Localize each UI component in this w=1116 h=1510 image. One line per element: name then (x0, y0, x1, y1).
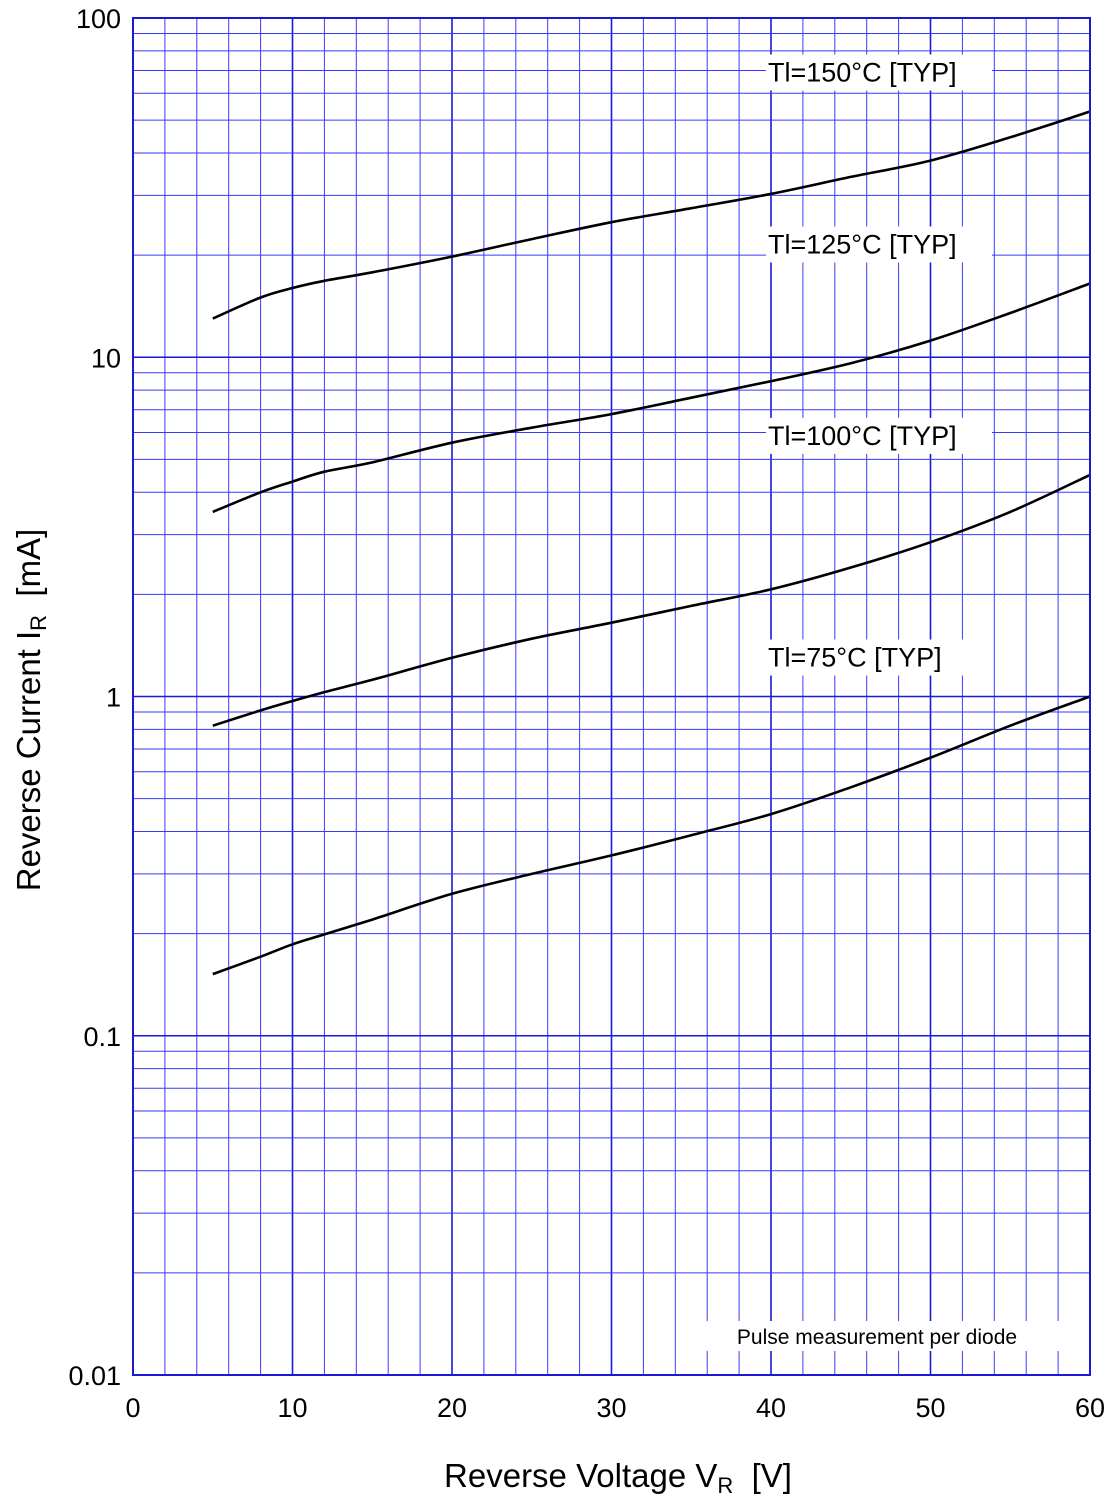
series-line (212, 473, 1091, 727)
series-line (212, 282, 1091, 514)
y-axis-title-unit: [mA] (10, 529, 47, 615)
y-axis-title: Reverse Current IR [mA] (10, 529, 51, 892)
y-axis-title-main: Reverse Current I (10, 631, 47, 891)
grid (132, 18, 1091, 1376)
x-axis-title-main: Reverse Voltage V (444, 1457, 717, 1494)
y-tick-label: 100 (76, 4, 121, 34)
series-label-background (766, 54, 992, 91)
y-tick-label: 1 (106, 683, 121, 713)
series-label: Tl=75°C [TYP] (768, 643, 942, 673)
annotation-background (686, 1321, 1068, 1351)
x-tick-label: 40 (756, 1393, 786, 1423)
x-tick-label: 10 (277, 1393, 307, 1423)
plot-frame (132, 17, 1091, 1376)
series-label: Tl=150°C [TYP] (768, 58, 957, 88)
series-label: Tl=100°C [TYP] (768, 421, 957, 451)
series-label-background (766, 226, 992, 263)
curve-labels: Tl=150°C [TYP] Tl=125°C [TYP] Tl=100°C [TY… (766, 54, 992, 676)
x-axis-title-unit: [V] (733, 1457, 792, 1494)
y-tick-label: 10 (91, 343, 121, 373)
x-axis-title: Reverse Voltage VR [V] (444, 1457, 792, 1498)
x-tick-label: 30 (596, 1393, 626, 1423)
x-tick-label: 0 (125, 1393, 140, 1423)
x-tick-label: 60 (1075, 1393, 1105, 1423)
series-label-background (766, 639, 992, 676)
series-label-background (766, 417, 992, 454)
y-axis-title-subscript: R (26, 615, 51, 631)
x-axis-title-subscript: R (717, 1473, 733, 1498)
x-tick-label: 50 (915, 1393, 945, 1423)
y-tick-label: 0.1 (83, 1022, 121, 1052)
x-tick-label: 20 (437, 1393, 467, 1423)
series-line (212, 110, 1091, 320)
annotation: Pulse measurement per diode (737, 1326, 1017, 1349)
series-line (212, 695, 1091, 976)
y-tick-label: 0.01 (68, 1361, 121, 1391)
x-tick-labels: 0 10 20 30 40 50 60 (125, 1393, 1105, 1423)
curves (212, 110, 1091, 976)
y-tick-labels: 0.01 0.1 1 10 100 (68, 4, 121, 1391)
series-label: Tl=125°C [TYP] (768, 229, 957, 259)
